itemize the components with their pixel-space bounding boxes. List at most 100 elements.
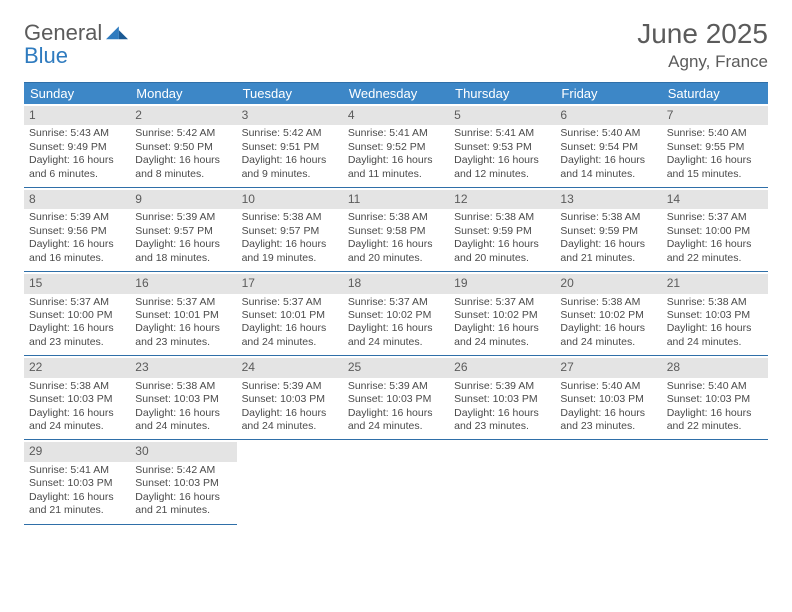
day-details: Sunrise: 5:38 AMSunset: 10:03 PMDaylight… <box>667 296 763 350</box>
empty-cell <box>343 440 449 524</box>
empty-cell <box>449 440 555 524</box>
day-cell: 30 Sunrise: 5:42 AMSunset: 10:03 PMDaylig… <box>130 440 236 524</box>
day-details: Sunrise: 5:39 AMSunset: 9:57 PMDaylight:… <box>135 211 231 265</box>
day-number: 11 <box>343 190 449 209</box>
day-cell: 26Sunrise: 5:39 AMSunset: 10:03 PMDaylig… <box>449 356 555 439</box>
brand-word-1: General <box>24 20 102 45</box>
day-details: Sunrise: 5:42 AMSunset: 9:51 PMDaylight:… <box>242 127 338 181</box>
day-number: 19 <box>449 274 555 293</box>
day-details: Sunrise: 5:38 AMSunset: 9:58 PMDaylight:… <box>348 211 444 265</box>
dow-label: Sunday <box>24 83 130 104</box>
dow-label: Tuesday <box>237 83 343 104</box>
day-details: Sunrise: 5:37 AMSunset: 10:00 PMDaylight… <box>29 296 125 350</box>
week-row: 29 Sunrise: 5:41 AMSunset: 10:03 PMDaylig… <box>24 440 768 524</box>
day-details: Sunrise: 5:37 AMSunset: 10:02 PMDaylight… <box>348 296 444 350</box>
brand-logo: General Blue <box>24 18 128 67</box>
day-cell: 16 Sunrise: 5:37 AMSunset: 10:01 PMDaylig… <box>130 272 236 355</box>
day-cell: 11 Sunrise: 5:38 AMSunset: 9:58 PMDayligh… <box>343 188 449 271</box>
day-number: 1 <box>24 106 130 125</box>
day-details: Sunrise: 5:38 AMSunset: 10:02 PMDaylight… <box>560 296 656 350</box>
day-details: Sunrise: 5:41 AMSunset: 9:52 PMDaylight:… <box>348 127 444 181</box>
day-details: Sunrise: 5:41 AMSunset: 9:53 PMDaylight:… <box>454 127 550 181</box>
day-details: Sunrise: 5:40 AMSunset: 10:03 PMDaylight… <box>560 380 656 434</box>
day-number: 20 <box>555 274 661 293</box>
week-row: 8 Sunrise: 5:39 AMSunset: 9:56 PMDaylight… <box>24 188 768 272</box>
day-number: 16 <box>130 274 236 293</box>
day-cell: 4 Sunrise: 5:41 AMSunset: 9:52 PMDaylight… <box>343 104 449 187</box>
day-details: Sunrise: 5:43 AMSunset: 9:49 PMDaylight:… <box>29 127 125 181</box>
day-details: Sunrise: 5:40 AMSunset: 10:03 PMDaylight… <box>667 380 763 434</box>
day-number: 17 <box>237 274 343 293</box>
day-number: 14 <box>662 190 768 209</box>
day-cell: 28 Sunrise: 5:40 AMSunset: 10:03 PMDaylig… <box>662 356 768 439</box>
day-number: 23 <box>130 358 236 377</box>
day-cell: 17 Sunrise: 5:37 AMSunset: 10:01 PMDaylig… <box>237 272 343 355</box>
day-details: Sunrise: 5:41 AMSunset: 10:03 PMDaylight… <box>29 464 125 518</box>
day-cell: 18 Sunrise: 5:37 AMSunset: 10:02 PMDaylig… <box>343 272 449 355</box>
day-cell: 27 Sunrise: 5:40 AMSunset: 10:03 PMDaylig… <box>555 356 661 439</box>
day-details: Sunrise: 5:37 AMSunset: 10:01 PMDaylight… <box>242 296 338 350</box>
day-number: 7 <box>662 106 768 125</box>
month-title: June 2025 <box>637 18 768 50</box>
empty-cell <box>237 440 343 524</box>
day-cell: 9 Sunrise: 5:39 AMSunset: 9:57 PMDaylight… <box>130 188 236 271</box>
day-number: 21 <box>662 274 768 293</box>
title-block: June 2025 Agny, France <box>637 18 768 72</box>
day-cell: 14 Sunrise: 5:37 AMSunset: 10:00 PMDaylig… <box>662 188 768 271</box>
day-details: Sunrise: 5:38 AMSunset: 9:57 PMDaylight:… <box>242 211 338 265</box>
day-number: 2 <box>130 106 236 125</box>
day-number: 27 <box>555 358 661 377</box>
dow-label: Saturday <box>662 83 768 104</box>
day-details: Sunrise: 5:42 AMSunset: 10:03 PMDaylight… <box>135 464 231 518</box>
day-cell: 19 Sunrise: 5:37 AMSunset: 10:02 PMDaylig… <box>449 272 555 355</box>
day-details: Sunrise: 5:40 AMSunset: 9:54 PMDaylight:… <box>560 127 656 181</box>
day-details: Sunrise: 5:38 AMSunset: 10:03 PMDaylight… <box>135 380 231 434</box>
day-number: 13 <box>555 190 661 209</box>
calendar-page: General Blue June 2025 Agny, France Sund… <box>0 0 792 543</box>
day-cell: 8 Sunrise: 5:39 AMSunset: 9:56 PMDaylight… <box>24 188 130 271</box>
day-details: Sunrise: 5:38 AMSunset: 9:59 PMDaylight:… <box>560 211 656 265</box>
day-details: Sunrise: 5:39 AMSunset: 9:56 PMDaylight:… <box>29 211 125 265</box>
day-cell: 7 Sunrise: 5:40 AMSunset: 9:55 PMDaylight… <box>662 104 768 187</box>
day-cell: 10 Sunrise: 5:38 AMSunset: 9:57 PMDayligh… <box>237 188 343 271</box>
day-number: 5 <box>449 106 555 125</box>
day-details: Sunrise: 5:39 AMSunset: 10:03 PMDaylight… <box>242 380 338 434</box>
day-details: Sunrise: 5:40 AMSunset: 9:55 PMDaylight:… <box>667 127 763 181</box>
day-details: Sunrise: 5:39 AMSunset: 10:03 PMDaylight… <box>348 380 444 434</box>
page-header: General Blue June 2025 Agny, France <box>24 18 768 72</box>
day-details: Sunrise: 5:37 AMSunset: 10:02 PMDaylight… <box>454 296 550 350</box>
day-number: 4 <box>343 106 449 125</box>
day-number: 26 <box>449 358 555 377</box>
day-cell: 12Sunrise: 5:38 AMSunset: 9:59 PMDayligh… <box>449 188 555 271</box>
dow-label: Friday <box>555 83 661 104</box>
day-number: 25 <box>343 358 449 377</box>
day-details: Sunrise: 5:38 AMSunset: 9:59 PMDaylight:… <box>454 211 550 265</box>
day-cell: 21 Sunrise: 5:38 AMSunset: 10:03 PMDaylig… <box>662 272 768 355</box>
day-cell: 3 Sunrise: 5:42 AMSunset: 9:51 PMDaylight… <box>237 104 343 187</box>
day-number: 6 <box>555 106 661 125</box>
day-number: 15 <box>24 274 130 293</box>
day-details: Sunrise: 5:37 AMSunset: 10:00 PMDaylight… <box>667 211 763 265</box>
day-number: 30 <box>130 442 236 461</box>
day-cell: 25 Sunrise: 5:39 AMSunset: 10:03 PMDaylig… <box>343 356 449 439</box>
day-details: Sunrise: 5:37 AMSunset: 10:01 PMDaylight… <box>135 296 231 350</box>
day-number: 28 <box>662 358 768 377</box>
day-number: 18 <box>343 274 449 293</box>
week-row: 1 Sunrise: 5:43 AMSunset: 9:49 PMDaylight… <box>24 104 768 188</box>
day-cell: 29 Sunrise: 5:41 AMSunset: 10:03 PMDaylig… <box>24 440 130 524</box>
day-number: 22 <box>24 358 130 377</box>
day-number: 29 <box>24 442 130 461</box>
day-details: Sunrise: 5:42 AMSunset: 9:50 PMDaylight:… <box>135 127 231 181</box>
dow-label: Monday <box>130 83 236 104</box>
brand-word-2: Blue <box>24 43 68 68</box>
dow-label: Thursday <box>449 83 555 104</box>
day-number: 8 <box>24 190 130 209</box>
week-row: 22 Sunrise: 5:38 AMSunset: 10:03 PMDaylig… <box>24 356 768 440</box>
day-cell: 1 Sunrise: 5:43 AMSunset: 9:49 PMDaylight… <box>24 104 130 187</box>
day-number: 24 <box>237 358 343 377</box>
day-number: 3 <box>237 106 343 125</box>
day-number: 9 <box>130 190 236 209</box>
day-cell: 22Sunrise: 5:38 AMSunset: 10:03 PMDaylig… <box>24 356 130 439</box>
day-number: 10 <box>237 190 343 209</box>
dow-label: Wednesday <box>343 83 449 104</box>
